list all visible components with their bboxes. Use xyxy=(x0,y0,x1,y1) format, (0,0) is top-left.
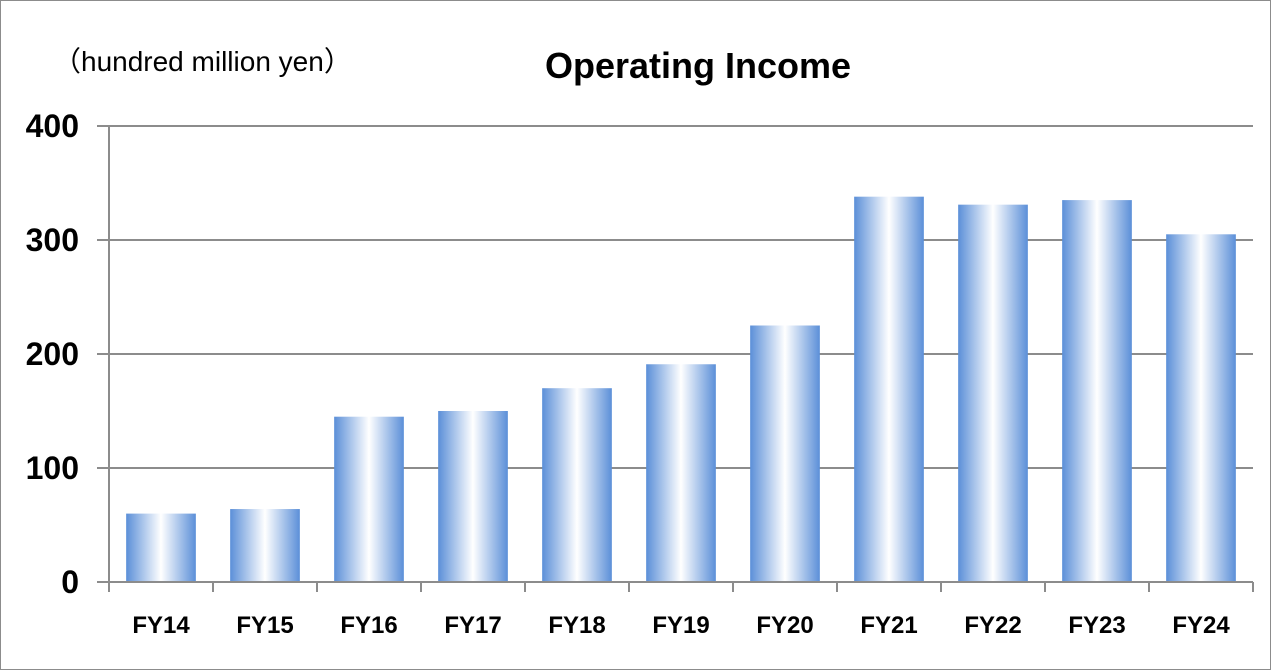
y-tick-label: 300 xyxy=(26,222,79,258)
unit-label: （hundred million yen） xyxy=(53,46,352,77)
x-tick-label: FY18 xyxy=(548,612,605,639)
x-tick-label: FY16 xyxy=(340,612,397,639)
bar-fy14 xyxy=(126,513,196,582)
bar-fy17 xyxy=(438,411,508,582)
bar-fy24 xyxy=(1166,234,1236,583)
y-tick-label: 0 xyxy=(61,564,79,600)
bar-fy21 xyxy=(854,196,924,582)
y-tick-label: 400 xyxy=(26,108,79,144)
bar-fy20 xyxy=(750,325,820,582)
x-tick-label: FY24 xyxy=(1172,612,1230,639)
x-tick-label: FY21 xyxy=(860,612,917,639)
y-axis-ticks: 0 100 200 300 400 xyxy=(26,108,109,600)
x-tick-label: FY22 xyxy=(964,612,1021,639)
bar-fy23 xyxy=(1062,200,1132,582)
axes xyxy=(108,126,1254,592)
bar-fy19 xyxy=(646,364,716,582)
x-tick-label: FY20 xyxy=(756,612,813,639)
bar-fy22 xyxy=(958,204,1028,582)
x-tick-label: FY19 xyxy=(652,612,709,639)
bar-fy15 xyxy=(230,509,300,582)
y-tick-label: 200 xyxy=(26,336,79,372)
bars xyxy=(126,196,1236,583)
x-tick-label: FY23 xyxy=(1068,612,1125,639)
x-axis-ticks: FY14 FY15 FY16 FY17 FY18 FY19 FY20 FY21 FY22 FY23… xyxy=(132,612,1230,639)
x-tick-label: FY15 xyxy=(236,612,293,639)
y-tick-label: 100 xyxy=(26,450,79,486)
chart-title: Operating Income xyxy=(545,45,851,86)
x-tick-label: FY14 xyxy=(132,612,190,639)
x-tick-label: FY17 xyxy=(444,612,501,639)
bar-fy16 xyxy=(334,416,404,582)
bar-fy18 xyxy=(542,388,612,582)
